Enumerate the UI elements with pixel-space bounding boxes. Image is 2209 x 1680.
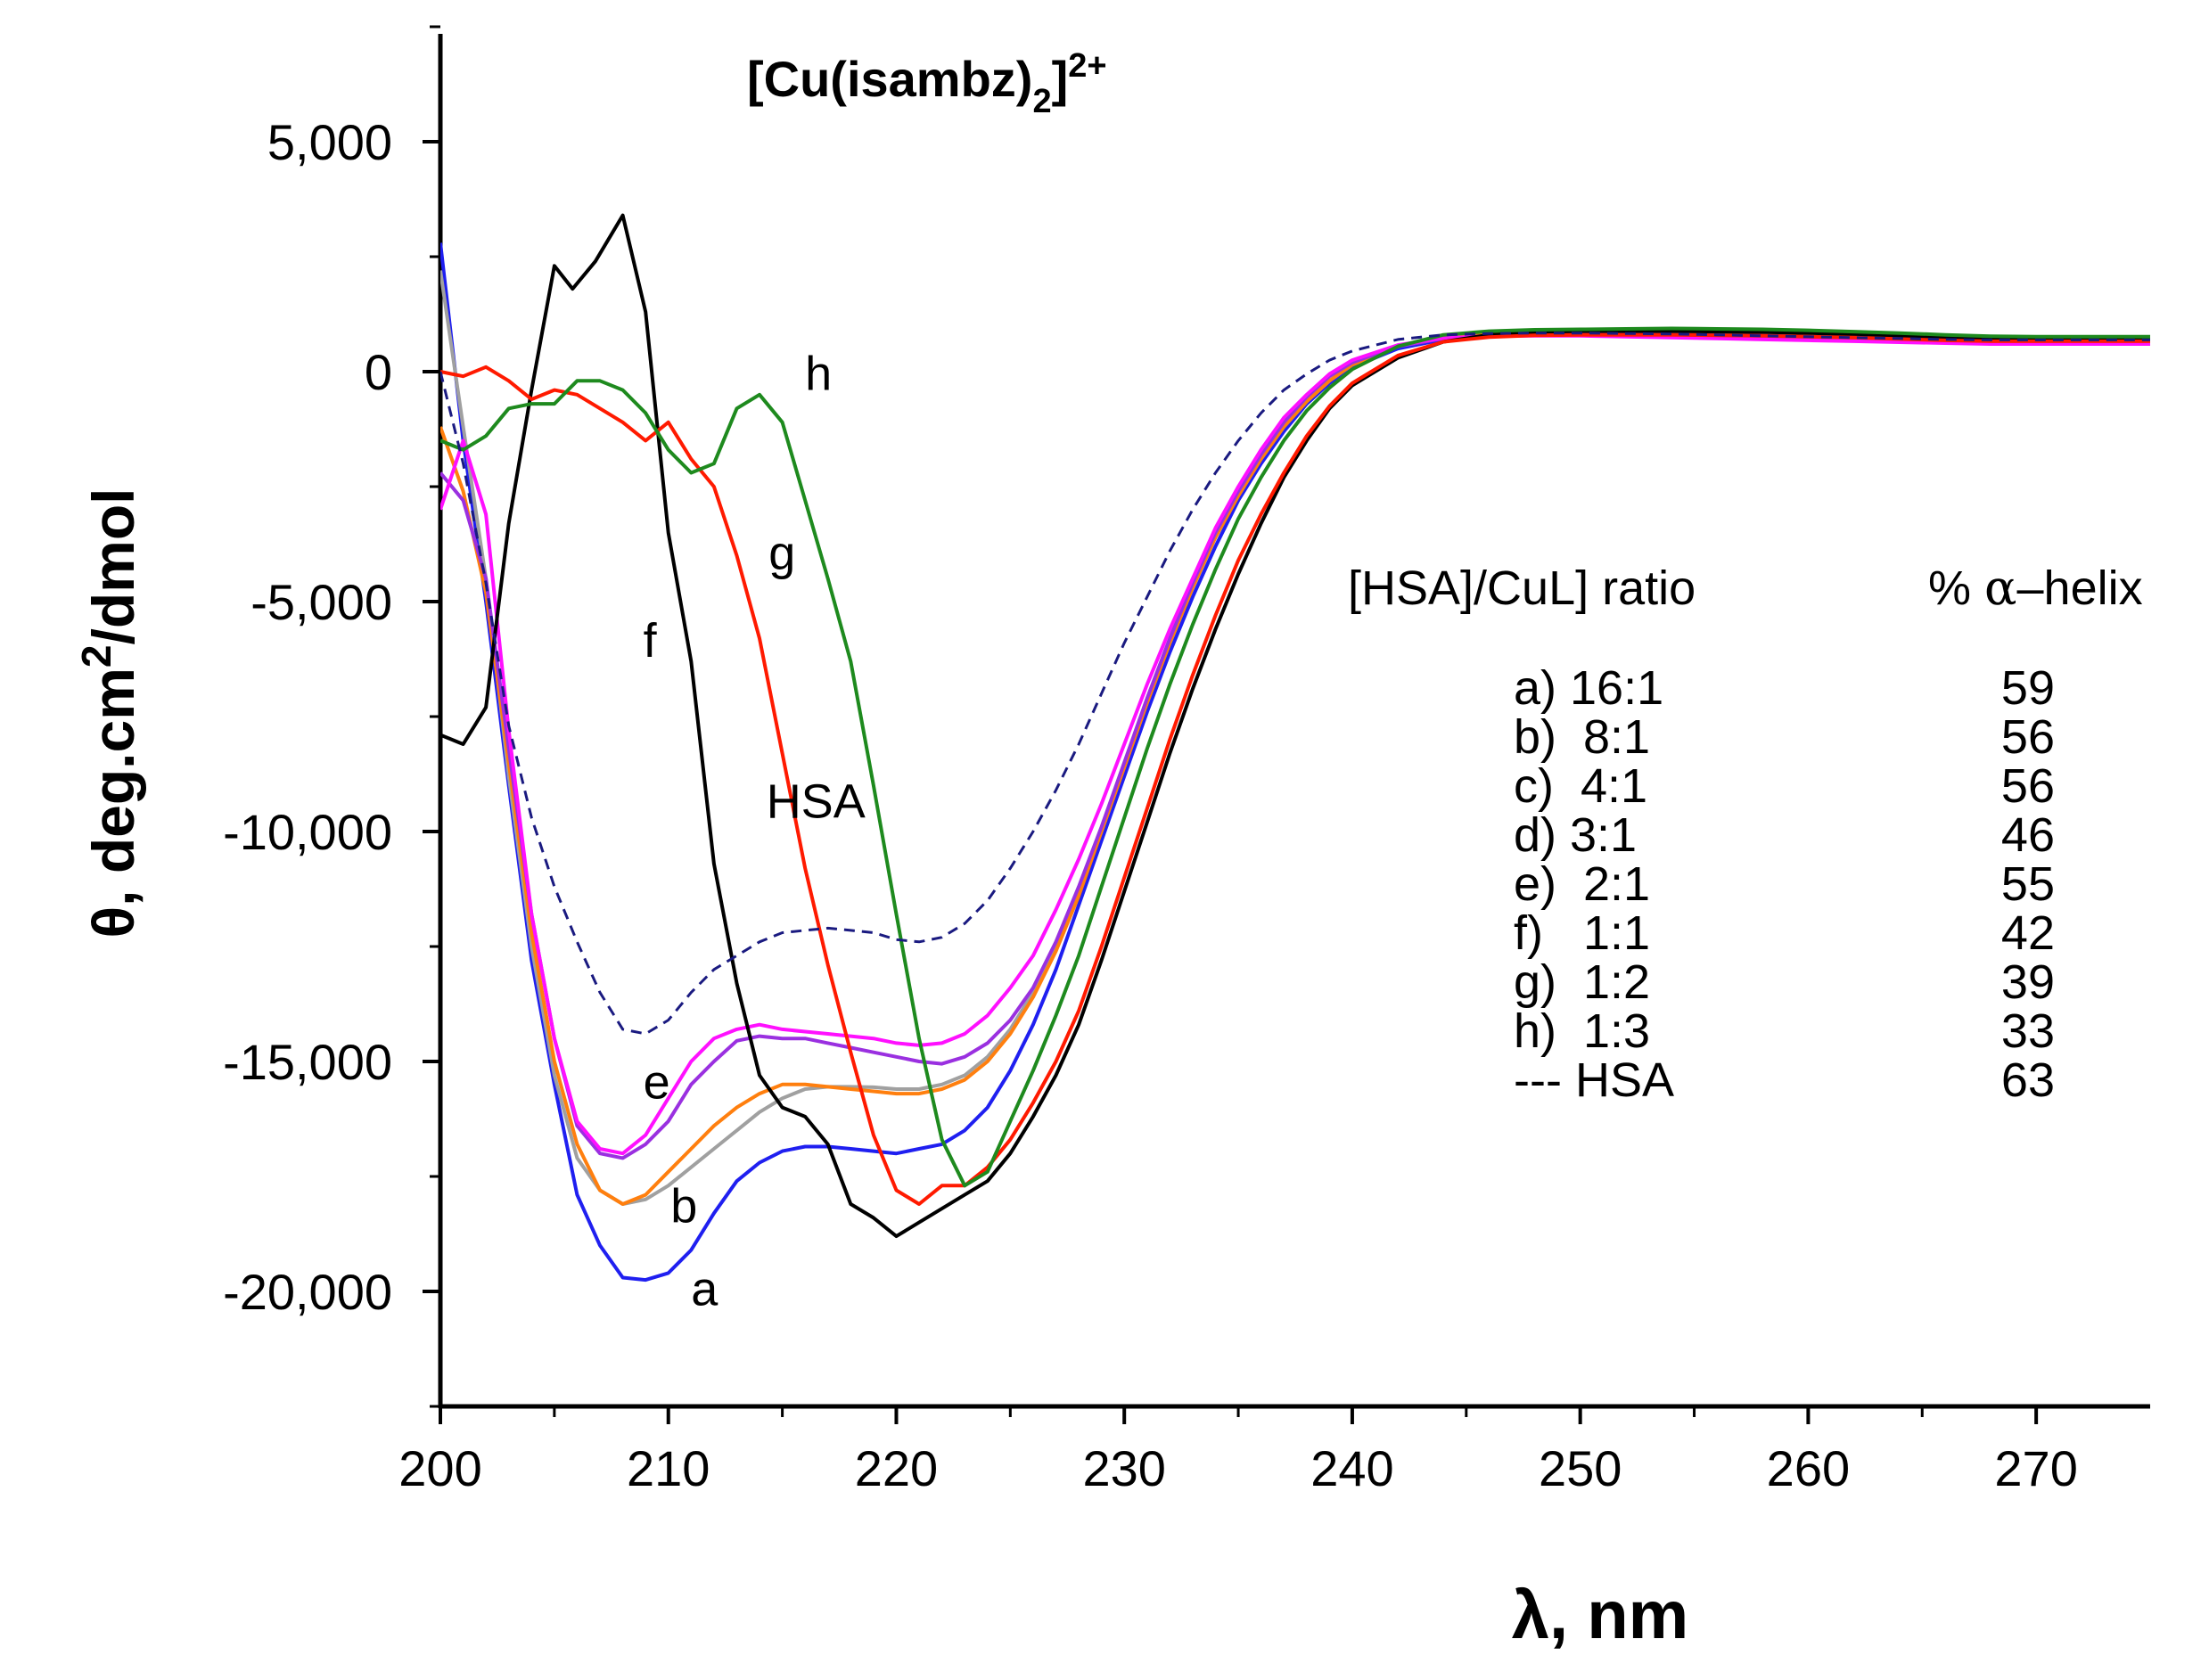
- curve-label: f: [644, 614, 658, 668]
- legend-entry-label: d) 3:1: [1514, 808, 1637, 862]
- legend-entry-helix: 59: [2001, 661, 2055, 715]
- x-tick-label: 260: [1767, 1440, 1850, 1496]
- legend-entry-helix: 56: [2001, 710, 2055, 764]
- y-axis-title-superscript: 2: [73, 644, 119, 668]
- curve-label: e: [644, 1055, 670, 1109]
- series-line-e: [440, 333, 2150, 1156]
- legend-header-helix: % α–helix: [1928, 560, 2143, 616]
- series-line-h: [440, 326, 2150, 1188]
- curve-annotations: h g f HSA e ba: [644, 348, 866, 1316]
- legend-entry-label: g) 1:2: [1514, 955, 1650, 1009]
- legend-entry-label: b) 8:1: [1514, 710, 1650, 764]
- legend-entry-label: e) 2:1: [1514, 857, 1650, 911]
- legend-entry-label: f) 1:1: [1514, 906, 1650, 960]
- legend-header-helix-suffix: –helix: [2017, 561, 2143, 615]
- chart-title-bracket: ]: [1052, 51, 1069, 107]
- x-tick-label: 270: [1994, 1440, 2077, 1496]
- legend-entry-helix: 46: [2001, 808, 2055, 862]
- legend-entry-label: h) 1:3: [1514, 1004, 1650, 1058]
- x-tick-label: 230: [1082, 1440, 1165, 1496]
- curve-label: g: [768, 527, 795, 580]
- legend-entry-label: c) 4:1: [1514, 759, 1647, 813]
- y-axis-title-suffix: /dmol: [80, 488, 146, 644]
- curve-label: h: [805, 348, 832, 401]
- chart-title-charge: 2+: [1068, 47, 1106, 85]
- legend-entry-helix: 55: [2001, 857, 2055, 911]
- axis-ticks: [423, 25, 2039, 1424]
- legend-rows: a) 16:1 59 b) 8:1 56 c) 4:1 56 d) 3:1 46 e) 2:1 5…: [1514, 661, 2055, 1107]
- y-tick-label: 0: [365, 344, 392, 400]
- y-axis-title: θ, deg.cm2/dmol: [73, 488, 146, 938]
- x-tick-label: 250: [1539, 1440, 1622, 1496]
- curve-label: b: [670, 1180, 697, 1233]
- series-group: [440, 213, 2150, 1283]
- y-tick-label: 5,000: [267, 114, 392, 170]
- legend-entry-helix: 42: [2001, 906, 2055, 960]
- legend-header-ratio: [HSA]/CuL] ratio: [1348, 561, 1696, 615]
- x-tick-label: 200: [398, 1440, 481, 1496]
- x-axis-title: λ, nm: [1512, 1578, 1689, 1653]
- chart-title: [Cu(isambz)2]2+: [747, 47, 1107, 120]
- series-line-hsa: [440, 332, 2150, 1036]
- legend-entry-helix: 56: [2001, 759, 2055, 813]
- x-tick-label: 210: [627, 1440, 710, 1496]
- curve-label: a: [691, 1262, 719, 1315]
- chart-title-subscript: 2: [1032, 83, 1051, 120]
- legend: [HSA]/CuL] ratio % α–helix a) 16:1 59 b) 8…: [1348, 560, 2143, 1107]
- y-tick-label: -20,000: [223, 1264, 392, 1320]
- x-tick-label: 220: [855, 1440, 938, 1496]
- legend-entry-helix: 63: [2001, 1053, 2055, 1107]
- curve-label: HSA: [767, 775, 866, 829]
- alpha-symbol: α: [1984, 560, 2016, 616]
- legend-entry-label: a) 16:1: [1514, 661, 1663, 715]
- series-line-g: [440, 332, 2150, 1206]
- legend-entry-helix: 33: [2001, 1004, 2055, 1058]
- series-line-a: [440, 242, 2150, 1283]
- legend-entry-label: --- HSA: [1514, 1053, 1674, 1107]
- y-tick-label: -10,000: [223, 804, 392, 860]
- series-line-f: [440, 213, 2150, 1239]
- axis-tick-labels: 200 210 220 230 240 250 260 270 5,000 0 -5,000 -10,…: [223, 114, 2078, 1496]
- y-tick-label: -5,000: [250, 574, 392, 630]
- y-tick-label: -15,000: [223, 1034, 392, 1090]
- legend-entry-helix: 39: [2001, 955, 2055, 1009]
- x-tick-label: 240: [1310, 1440, 1393, 1496]
